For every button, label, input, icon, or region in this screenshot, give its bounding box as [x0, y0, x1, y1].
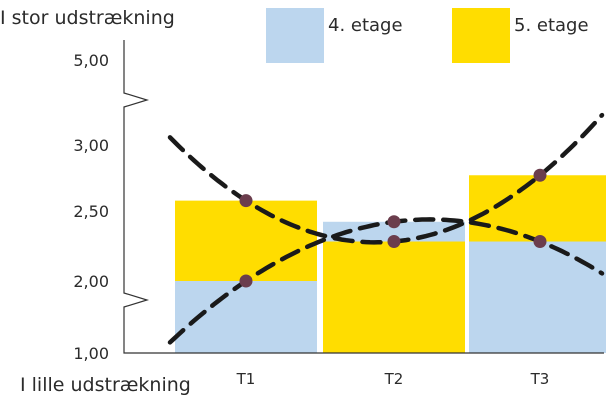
data-point	[387, 215, 401, 229]
x-tick-label: T2	[384, 370, 404, 388]
x-tick-label: T3	[530, 370, 550, 388]
y-axis-label-bottom: I lille udstrækning	[20, 374, 191, 396]
y-axis-label-top: I stor udstrækning	[0, 7, 175, 29]
bar-t2-series-2	[323, 241, 465, 353]
bar-t3-series-1	[469, 241, 606, 353]
chart-axes	[123, 40, 604, 354]
data-point	[533, 168, 547, 182]
data-point	[387, 235, 401, 249]
legend-swatch	[266, 8, 324, 63]
x-tick-label: T1	[236, 370, 256, 388]
y-axis-line	[123, 40, 604, 354]
y-tick-label: 5,00	[73, 51, 109, 70]
data-point	[239, 274, 253, 288]
y-tick-label: 2,00	[73, 272, 109, 291]
data-point	[239, 194, 253, 208]
y-tick-label: 1,00	[73, 344, 109, 363]
legend-label: 5. etage	[514, 15, 589, 36]
legend-swatch	[452, 8, 510, 63]
legend: 4. etage 5. etage	[266, 8, 589, 63]
data-point	[533, 235, 547, 249]
legend-label: 4. etage	[328, 15, 403, 36]
y-tick-label: 3,00	[73, 136, 109, 155]
y-tick-label: 2,50	[73, 202, 109, 221]
